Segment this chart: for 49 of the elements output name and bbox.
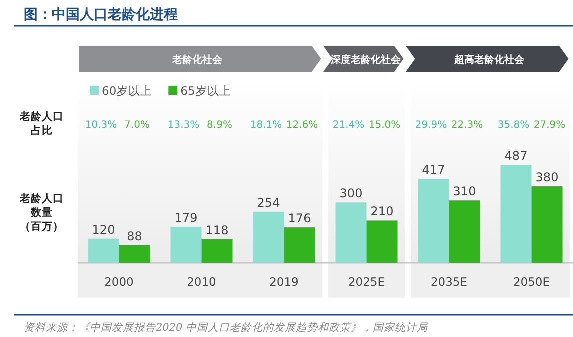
legend-label: 60岁以上 xyxy=(102,84,153,98)
data-label: 176 xyxy=(288,212,312,226)
data-label: 210 xyxy=(370,204,394,219)
bar xyxy=(88,238,120,263)
bar xyxy=(532,186,563,263)
band-label: 老龄化社会 xyxy=(171,54,224,66)
x-tick-label: 2035E xyxy=(430,275,468,289)
text: 12.6% xyxy=(286,120,318,131)
text: 21.4% xyxy=(332,120,365,131)
text: 7.0% xyxy=(124,120,150,131)
band-label: 深度老龄化社会 xyxy=(330,54,402,66)
legend-label: 65岁以上 xyxy=(180,84,232,98)
text: 22.3% xyxy=(451,120,484,131)
x-tick-label: 2010 xyxy=(187,275,216,289)
data-label: 310 xyxy=(453,184,476,199)
bar xyxy=(253,212,284,263)
text: 10.3% xyxy=(85,120,118,131)
text: 27.9% xyxy=(534,120,566,131)
data-label: 254 xyxy=(257,196,280,210)
text: 29.9% xyxy=(415,120,448,131)
text: 18.1% xyxy=(250,120,282,131)
bar xyxy=(202,239,233,263)
x-tick-label: 2000 xyxy=(104,275,134,289)
bar xyxy=(418,179,450,263)
text: 图：中国人口老龄化进程 xyxy=(24,7,178,23)
data-label: 179 xyxy=(174,210,198,225)
x-tick-label: 2050E xyxy=(513,275,550,289)
text: 13.3% xyxy=(168,120,200,131)
band-label: 超高老龄化社会 xyxy=(454,54,526,66)
bar xyxy=(170,226,202,263)
bar xyxy=(284,228,316,263)
data-label: 380 xyxy=(536,170,559,185)
text: 老龄人口占比 xyxy=(19,110,64,137)
y-axis-title: 老龄人口数量（百万） xyxy=(19,192,64,233)
data-label: 417 xyxy=(422,163,446,178)
bar xyxy=(500,165,532,263)
data-label: 88 xyxy=(127,229,142,244)
bar xyxy=(449,200,480,263)
x-tick-label: 2019 xyxy=(270,275,299,289)
text: 8.9% xyxy=(207,120,232,131)
x-tick-label: 2025E xyxy=(348,275,386,289)
text: 35.8% xyxy=(498,120,530,131)
bar xyxy=(119,245,150,263)
data-label: 120 xyxy=(92,222,116,237)
data-label: 118 xyxy=(206,223,229,238)
text: 资料来源：《中国发展报告2020 中国人口老龄化的发展趋势和政策》，国家统计局 xyxy=(24,322,430,334)
data-label: 300 xyxy=(340,186,363,201)
text: 15.0% xyxy=(368,120,401,131)
data-label: 487 xyxy=(504,149,528,163)
